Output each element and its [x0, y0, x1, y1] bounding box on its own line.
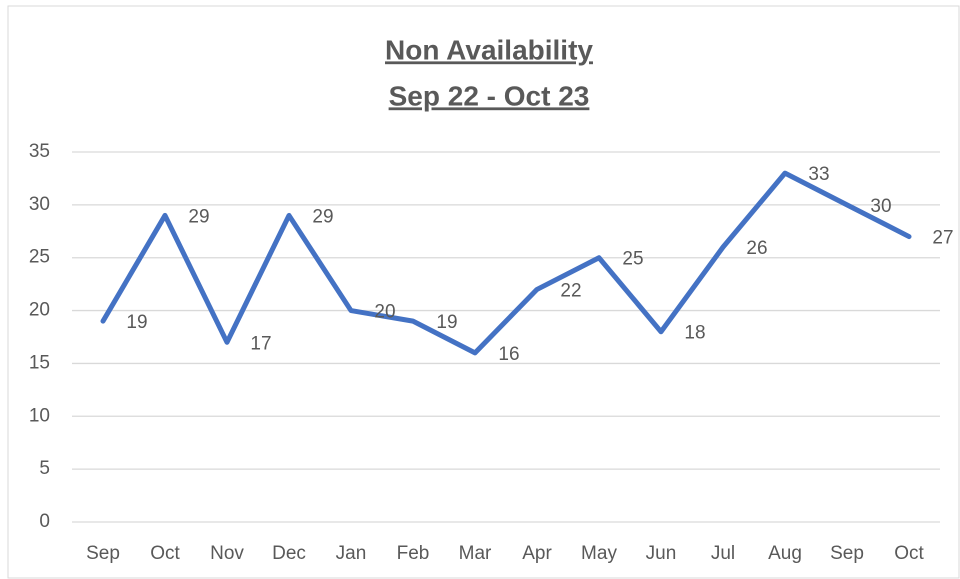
y-tick-label: 0	[39, 511, 50, 532]
data-label: 29	[188, 206, 209, 227]
x-tick-label: Dec	[272, 543, 306, 564]
chart-frame	[7, 5, 960, 579]
data-label: 17	[250, 333, 271, 354]
data-label: 27	[932, 228, 953, 249]
data-label: 29	[312, 206, 333, 227]
data-label: 22	[560, 280, 581, 301]
x-tick-label: Sep	[830, 543, 864, 564]
x-tick-label: Jan	[336, 543, 367, 564]
data-label: 19	[126, 312, 147, 333]
y-tick-label: 20	[29, 300, 50, 321]
x-tick-label: Oct	[894, 543, 924, 564]
data-label: 26	[746, 238, 767, 259]
x-tick-label: Apr	[522, 543, 552, 564]
data-line	[100, 170, 912, 356]
data-label: 19	[436, 312, 457, 333]
x-tick-label: Nov	[210, 543, 244, 564]
x-tick-label: May	[581, 543, 617, 564]
x-tick-label: Aug	[768, 543, 802, 564]
x-tick-label: Mar	[459, 543, 492, 564]
y-tick-label: 35	[29, 141, 50, 162]
y-tick-label: 10	[29, 405, 50, 426]
y-tick-label: 25	[29, 247, 50, 268]
y-tick-label: 15	[29, 352, 50, 373]
x-tick-label: Jun	[646, 543, 677, 564]
data-label: 33	[808, 164, 829, 185]
x-tick-label: Sep	[86, 543, 120, 564]
data-label: 30	[870, 196, 891, 217]
data-label: 18	[684, 323, 705, 344]
data-label: 20	[374, 302, 395, 323]
x-tick-label: Oct	[150, 543, 180, 564]
data-label: 25	[622, 249, 643, 270]
data-label: 16	[498, 344, 519, 365]
chart-subtitle: Sep 22 - Oct 23	[389, 80, 590, 111]
x-tick-label: Jul	[711, 543, 735, 564]
y-tick-label: 5	[39, 458, 50, 479]
x-tick-label: Feb	[397, 543, 430, 564]
y-tick-label: 30	[29, 194, 50, 215]
chart-title: Non Availability	[385, 34, 593, 65]
